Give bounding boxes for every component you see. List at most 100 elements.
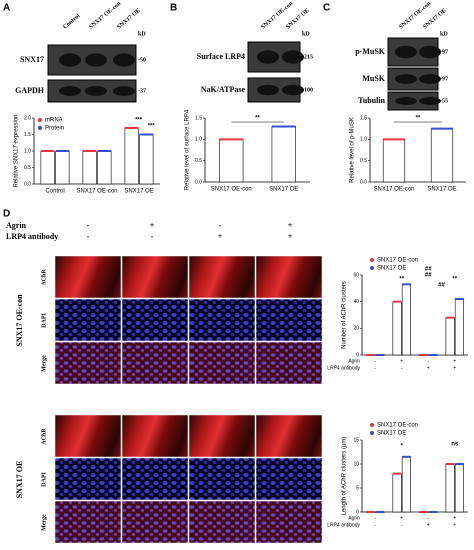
condition-sign: + (400, 358, 403, 364)
group-label: SNX17 OE (15, 461, 24, 499)
micrograph (255, 341, 323, 385)
blot-band (419, 45, 441, 59)
legend-swatch (370, 266, 374, 270)
bar (271, 126, 296, 183)
legend-swatch (370, 431, 374, 435)
condition-sign: - (427, 515, 429, 521)
condition-sign: + (288, 232, 293, 241)
bar (55, 150, 70, 185)
bar (82, 150, 97, 185)
panel-letter: B (170, 3, 177, 14)
micrograph (255, 414, 323, 458)
micrograph (188, 255, 256, 299)
condition-sign: - (219, 221, 222, 230)
blot-band (395, 45, 417, 59)
y-tick-label: 2.0 (24, 115, 31, 121)
condition-sign: - (401, 365, 403, 371)
significance: ** (255, 116, 260, 122)
bar (392, 301, 402, 356)
x-tick-label: SNX17 OE-con (76, 189, 117, 195)
bar (445, 463, 455, 513)
bar (401, 456, 411, 513)
legend-label: mRNA (45, 118, 63, 124)
micrograph (188, 341, 256, 385)
y-tick-label: 1.0 (24, 148, 31, 154)
significance: ** (416, 116, 421, 122)
panel-letter: C (323, 3, 330, 14)
y-tick-label: 0.5 (195, 158, 202, 164)
lane-label: Control (62, 13, 81, 31)
x-tick-label: SNX17 OE-con (373, 187, 414, 193)
y-axis-label: Relative level of p-MuSK (350, 117, 356, 183)
significance: * (401, 444, 404, 450)
blot-band (85, 86, 107, 96)
significance: *** (135, 118, 143, 124)
blot-band (257, 84, 279, 96)
y-tick-label: 1.0 (360, 137, 367, 143)
bar (219, 139, 244, 183)
blot-band (395, 74, 417, 84)
row-label: p-MuSK (355, 47, 386, 56)
y-tick-label: 0 (356, 509, 359, 515)
y-tick-label: 0.0 (360, 179, 367, 185)
micrograph (121, 341, 189, 385)
y-tick-label: 40 (353, 299, 359, 305)
significance: ** (452, 277, 457, 283)
y-tick-label: 1.0 (195, 137, 202, 143)
micrograph (121, 414, 189, 458)
micrograph (255, 298, 323, 342)
blot-band (113, 86, 135, 96)
bar (139, 134, 154, 185)
condition-sign: - (427, 358, 429, 364)
condition-sign: + (453, 515, 456, 521)
y-tick-label: 0.0 (24, 181, 31, 187)
condition-label: Agrin (348, 358, 360, 364)
blot-band (282, 50, 304, 64)
legend-swatch (38, 118, 42, 122)
blot-band (282, 84, 304, 96)
size-label: -55 (440, 98, 448, 104)
y-tick-label: 1.5 (195, 115, 202, 121)
significance: ## (425, 267, 432, 273)
stain-label: Merge (41, 355, 47, 372)
stain-label: DAPI (41, 313, 47, 328)
blot-band (419, 74, 441, 84)
stain-label: DAPI (41, 472, 47, 487)
micrograph (188, 500, 256, 544)
size-label: -37 (138, 88, 146, 94)
legend-label: SNX17 OE (377, 431, 406, 437)
stain-label: AChR (41, 428, 47, 445)
condition-sign: + (400, 515, 403, 521)
y-axis-label: Relative level of surface LRP4 (185, 109, 191, 190)
bar (401, 284, 411, 356)
condition-sign: + (453, 358, 456, 364)
row-label: Tubulin (358, 96, 385, 105)
bar (392, 473, 402, 513)
y-tick-label: 0.5 (360, 158, 367, 164)
condition-sign: + (427, 365, 430, 371)
blot-band (59, 53, 81, 67)
x-tick-label: SNX17 OE (269, 187, 298, 193)
condition-sign: - (374, 365, 376, 371)
panel-letter: D (3, 209, 10, 220)
blot-band (59, 86, 81, 96)
blot-band (113, 53, 135, 67)
micrograph (54, 414, 122, 458)
condition-label: Agrin (6, 221, 27, 230)
micrograph (121, 255, 189, 299)
kd-label: kD (138, 31, 146, 37)
y-axis-label: Length of AChR clusters (μm) (342, 437, 348, 516)
micrograph (255, 457, 323, 501)
panel-letter: A (3, 3, 10, 14)
micrograph (121, 500, 189, 544)
y-tick-label: 1.5 (360, 115, 367, 121)
micrograph (255, 500, 323, 544)
bar (445, 317, 455, 356)
size-label: -100 (302, 87, 313, 93)
y-tick-label: 20 (353, 326, 359, 332)
size-label: -97 (440, 76, 448, 82)
lane-label: SNX17 OE (422, 8, 447, 31)
stain-label: AChR (41, 269, 47, 286)
size-label: -215 (302, 54, 313, 60)
bar (430, 128, 454, 183)
